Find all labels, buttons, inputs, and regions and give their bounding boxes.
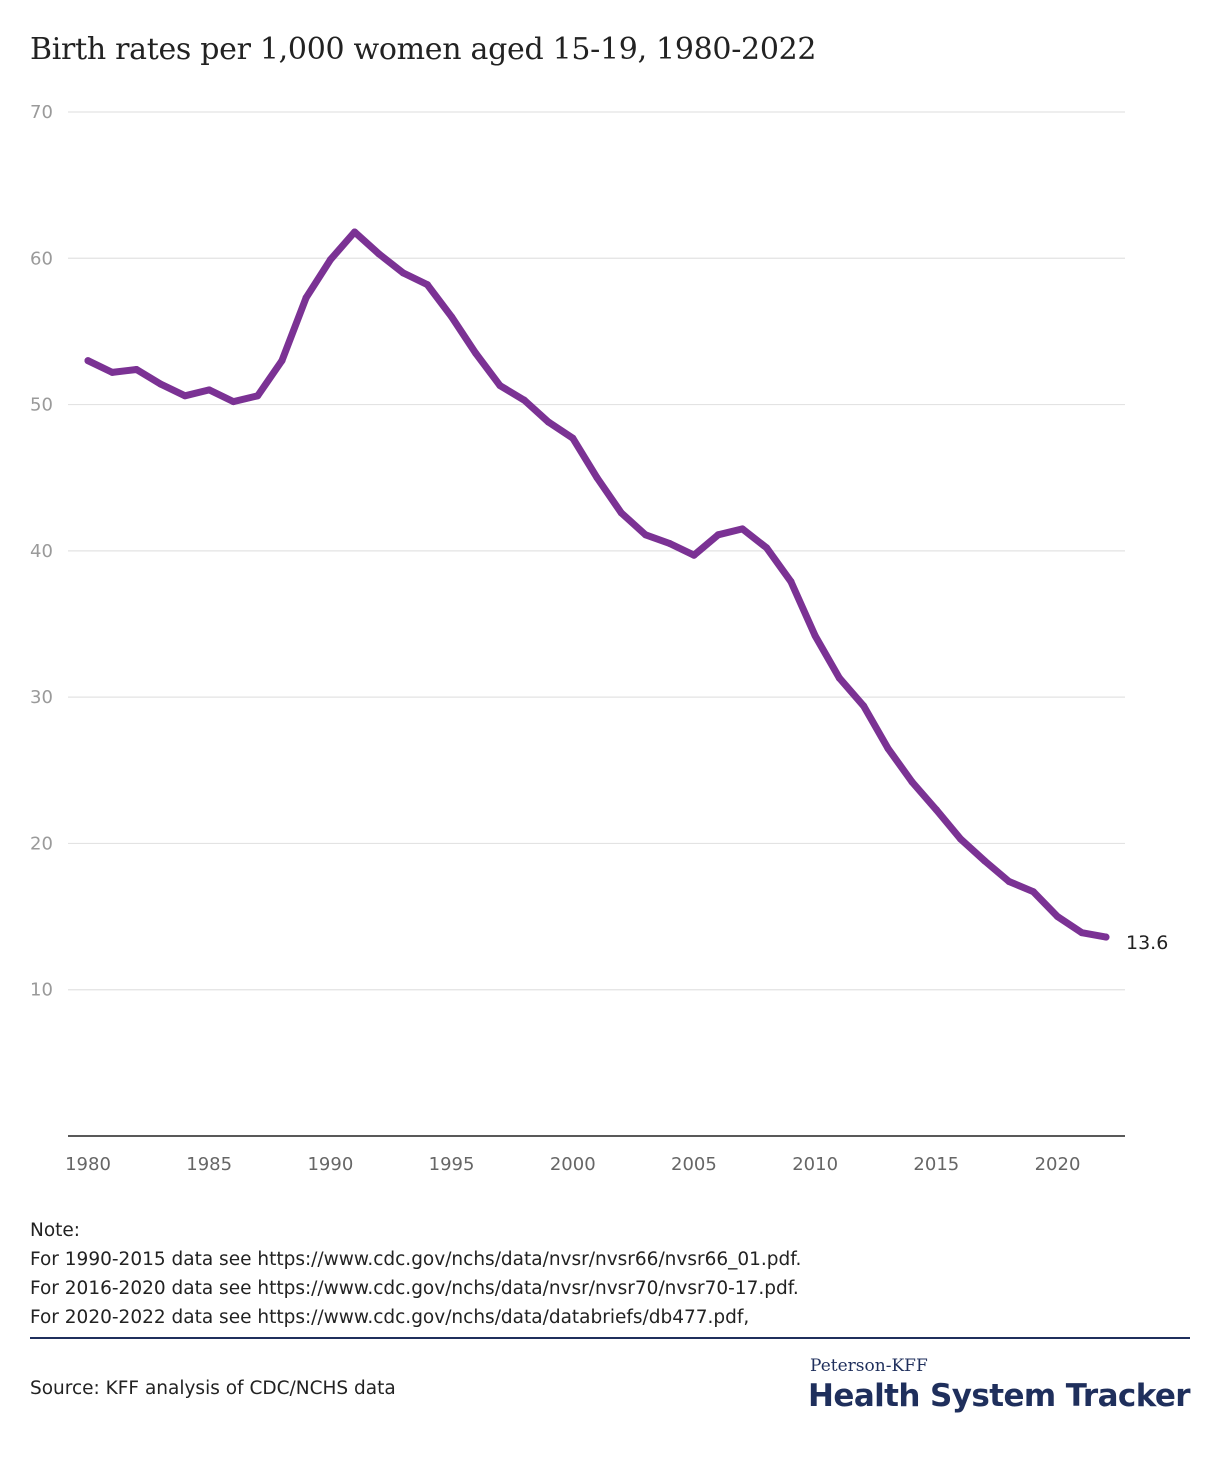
- note-line-2: For 2016-2020 data see https://www.cdc.g…: [30, 1278, 799, 1299]
- x-tick-label: 1985: [186, 1154, 232, 1175]
- data-point-1989[interactable]: [302, 294, 310, 302]
- series-line: [84, 228, 1110, 941]
- data-point-1991[interactable]: [351, 228, 359, 236]
- note-heading: Note:: [30, 1220, 81, 1241]
- data-point-2004[interactable]: [666, 540, 674, 548]
- source-text: Source: KFF analysis of CDC/NCHS data: [30, 1378, 396, 1399]
- data-point-2015[interactable]: [932, 806, 940, 814]
- data-point-2008[interactable]: [763, 544, 771, 552]
- x-tick-label: 2000: [550, 1154, 596, 1175]
- data-point-2012[interactable]: [860, 702, 868, 710]
- data-point-2003[interactable]: [641, 531, 649, 539]
- data-point-2001[interactable]: [593, 474, 601, 482]
- line-chart: 10 20 30 40 50 60 70 1980 1985 1990 1995 2000 2005 2…: [30, 102, 1168, 1175]
- data-point-1980[interactable]: [84, 357, 92, 365]
- data-point-2018[interactable]: [1005, 877, 1013, 885]
- data-point-1994[interactable]: [423, 281, 431, 289]
- notes: Note: For 1990-2015 data see https://www…: [30, 1216, 801, 1332]
- y-tick-label: 50: [30, 395, 53, 416]
- gridlines: [68, 111, 1125, 991]
- data-point-2020[interactable]: [1054, 913, 1062, 921]
- data-point-2017[interactable]: [981, 857, 989, 865]
- y-axis-ticks: 10 20 30 40 50 60 70: [30, 102, 53, 1001]
- data-point-1987[interactable]: [254, 392, 262, 400]
- y-tick-label: 70: [30, 102, 53, 123]
- data-point-1998[interactable]: [520, 396, 528, 404]
- note-line-1: For 1990-2015 data see https://www.cdc.g…: [30, 1249, 802, 1270]
- brand-logo: Peterson-KFF Health System Tracker: [808, 1356, 1191, 1414]
- data-point-2005[interactable]: [690, 551, 698, 559]
- data-point-1997[interactable]: [496, 382, 504, 390]
- data-point-2022[interactable]: [1102, 933, 1110, 941]
- x-tick-label: 1980: [65, 1154, 111, 1175]
- x-tick-label: 2015: [913, 1154, 959, 1175]
- note-line-3: For 2020-2022 data see https://www.cdc.g…: [30, 1307, 750, 1328]
- footer-divider: [30, 1337, 1190, 1339]
- data-point-1986[interactable]: [229, 398, 237, 406]
- x-tick-label: 2020: [1035, 1154, 1081, 1175]
- data-point-2019[interactable]: [1029, 888, 1037, 896]
- y-tick-label: 20: [30, 833, 53, 854]
- data-point-1981[interactable]: [108, 368, 116, 376]
- brand-top: Peterson-KFF: [810, 1356, 928, 1376]
- x-tick-label: 2010: [792, 1154, 838, 1175]
- data-point-1988[interactable]: [278, 357, 286, 365]
- data-point-2009[interactable]: [787, 578, 795, 586]
- x-axis-ticks: 1980 1985 1990 1995 2000 2005 2010 2015 2020: [65, 1154, 1080, 1175]
- y-tick-label: 10: [30, 980, 53, 1001]
- data-point-2014[interactable]: [908, 778, 916, 786]
- data-point-1999[interactable]: [545, 418, 553, 426]
- series-points: [84, 228, 1110, 941]
- data-point-1982[interactable]: [132, 365, 140, 373]
- data-point-1983[interactable]: [157, 380, 165, 388]
- chart-title: Birth rates per 1,000 women aged 15-19, …: [30, 32, 817, 67]
- y-tick-label: 60: [30, 248, 53, 269]
- data-point-1992[interactable]: [375, 250, 383, 258]
- data-point-2013[interactable]: [884, 744, 892, 752]
- data-point-1993[interactable]: [399, 269, 407, 277]
- data-point-1990[interactable]: [326, 256, 334, 264]
- data-point-2016[interactable]: [957, 835, 965, 843]
- data-point-2002[interactable]: [617, 509, 625, 517]
- data-point-1985[interactable]: [205, 386, 213, 394]
- data-point-2007[interactable]: [738, 525, 746, 533]
- data-point-2010[interactable]: [811, 632, 819, 640]
- data-point-1996[interactable]: [472, 349, 480, 357]
- data-point-2011[interactable]: [835, 674, 843, 682]
- y-tick-label: 30: [30, 687, 53, 708]
- brand-name: Health System Tracker: [808, 1378, 1191, 1414]
- data-point-2006[interactable]: [714, 531, 722, 539]
- data-point-1984[interactable]: [181, 392, 189, 400]
- end-value-label: 13.6: [1126, 932, 1168, 954]
- x-tick-label: 2005: [671, 1154, 717, 1175]
- data-point-1995[interactable]: [448, 313, 456, 321]
- y-tick-label: 40: [30, 541, 53, 562]
- data-point-2000[interactable]: [569, 434, 577, 442]
- data-point-2021[interactable]: [1078, 929, 1086, 937]
- x-tick-label: 1995: [429, 1154, 475, 1175]
- x-tick-label: 1990: [307, 1154, 353, 1175]
